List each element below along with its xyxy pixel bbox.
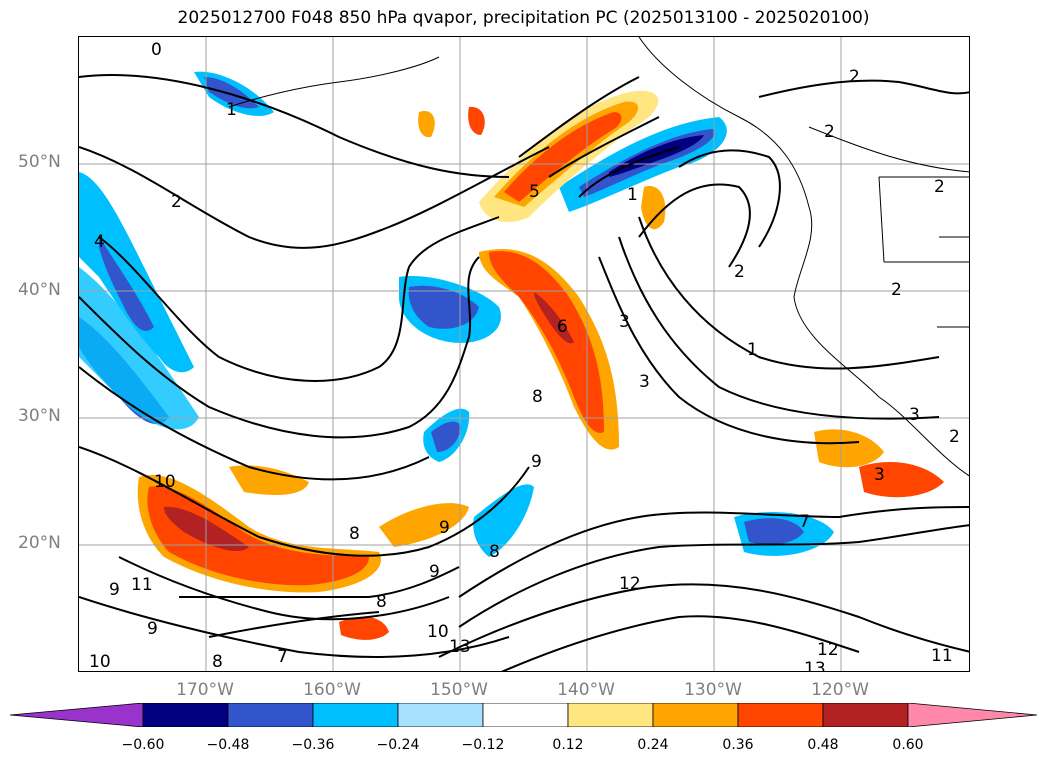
lat-label-40n: 40°N xyxy=(18,280,61,300)
contour-label: 9 xyxy=(439,518,450,538)
lat-label-50n: 50°N xyxy=(18,152,61,172)
colorbar-tick-label: 0.24 xyxy=(637,737,669,753)
lat-label-20n: 20°N xyxy=(18,533,61,553)
orange-region-east xyxy=(814,429,884,468)
precipitation-shading xyxy=(79,71,944,640)
colorbar-extend-max xyxy=(907,703,1038,727)
colorbar-segment xyxy=(482,703,569,727)
contour-label: 2 xyxy=(824,122,835,142)
contour-label: 0 xyxy=(151,40,162,60)
contour-label: 3 xyxy=(619,312,630,332)
contour-label: 11 xyxy=(131,575,153,595)
blue-region-mid2-dark xyxy=(431,421,461,452)
contour-label: 11 xyxy=(931,646,953,666)
qvapor-contours xyxy=(79,74,969,671)
contour-label: 1 xyxy=(627,185,638,205)
orange-region-ne-small xyxy=(641,186,666,230)
contour-label: 2 xyxy=(891,280,902,300)
colorbar-segment xyxy=(822,703,909,727)
contour-label: 1 xyxy=(226,100,237,120)
map-title: 2025012700 F048 850 hPa qvapor, precipit… xyxy=(177,8,870,28)
contour-label: 9 xyxy=(429,562,440,582)
colorbar-segment xyxy=(397,703,484,727)
contour-label: 10 xyxy=(154,472,176,492)
contour-label: 13 xyxy=(449,637,471,657)
colorbar-tick-label: −0.12 xyxy=(461,737,505,753)
colorbar-extend-min xyxy=(10,703,144,727)
colorbar-segment xyxy=(227,703,314,727)
lon-label-170w: 170°W xyxy=(176,680,234,700)
contour-label: 8 xyxy=(212,652,223,672)
blue-region-northeast-core xyxy=(609,135,704,177)
colorbar-tick-label: 0.12 xyxy=(552,737,584,753)
contour-label: 12 xyxy=(619,574,641,594)
colorbar-tick-label: −0.36 xyxy=(291,737,335,753)
orange-region-small-2 xyxy=(379,503,469,547)
colorbar-segment xyxy=(652,703,739,727)
blue-region-west-light xyxy=(79,267,199,430)
contour-label: 3 xyxy=(639,372,650,392)
contour-label: 3 xyxy=(874,465,885,485)
contour-label: 3 xyxy=(909,405,920,425)
contour-label: 5 xyxy=(529,182,540,202)
contour-label: 9 xyxy=(109,580,120,600)
colorbar xyxy=(10,703,1038,727)
colorbar-tick-label: −0.24 xyxy=(376,737,420,753)
contour-label: 2 xyxy=(734,262,745,282)
contour-label: 2 xyxy=(171,192,182,212)
orange-region-left-top2 xyxy=(468,106,485,135)
contour-label: 9 xyxy=(147,619,158,639)
contour-label: 10 xyxy=(427,622,449,642)
contour-label: 8 xyxy=(532,387,543,407)
orange-region-south xyxy=(339,616,389,640)
map-panel: 0 1 2 2 4 5 6 1 2 2 2 2 3 1 3 8 9 10 11 … xyxy=(78,36,970,672)
colorbar-tick-label: 0.36 xyxy=(722,737,754,753)
lon-label-160w: 160°W xyxy=(303,680,361,700)
blue-region-central-dark xyxy=(408,285,479,329)
contour-label: 6 xyxy=(557,317,568,337)
colorbar-tick-label: −0.48 xyxy=(206,737,250,753)
contour-label: 7 xyxy=(277,647,288,667)
red-region-central-red xyxy=(489,251,604,433)
lat-label-30n: 30°N xyxy=(18,406,61,426)
colorbar-segment xyxy=(737,703,824,727)
lon-label-120w: 120°W xyxy=(811,680,869,700)
contour-label: 10 xyxy=(89,652,111,672)
red-region-southwest-red xyxy=(147,486,369,586)
contour-label: 8 xyxy=(376,592,387,612)
contour-label: 2 xyxy=(849,67,860,87)
contour-label: 8 xyxy=(489,542,500,562)
contour-label: 12 xyxy=(817,640,839,660)
contour-labels: 0 1 2 2 4 5 6 1 2 2 2 2 3 1 3 8 9 10 11 … xyxy=(89,40,960,672)
orange-region-small-1 xyxy=(229,465,309,495)
contour-label: 9 xyxy=(531,452,542,472)
colorbar-segment xyxy=(567,703,654,727)
lon-label-130w: 130°W xyxy=(684,680,742,700)
coastlines xyxy=(228,37,969,477)
lon-label-150w: 150°W xyxy=(430,680,488,700)
blue-region-south-mid xyxy=(473,484,534,557)
contour-label: 13 xyxy=(804,659,826,672)
colorbar-segment xyxy=(312,703,399,727)
colorbar-tick-label: 0.48 xyxy=(807,737,839,753)
colorbar-segment xyxy=(142,703,229,727)
red-region-north-red xyxy=(504,112,622,202)
lon-label-140w: 140°W xyxy=(557,680,615,700)
blue-region-west-strip xyxy=(99,237,154,331)
orange-region-east2 xyxy=(859,462,944,498)
contour-label: 8 xyxy=(349,524,360,544)
contour-label: 1 xyxy=(747,340,758,360)
graticule xyxy=(79,37,969,671)
colorbar-tick-label: −0.60 xyxy=(121,737,165,753)
red-region-central-dark xyxy=(534,292,574,344)
contour-label: 7 xyxy=(799,512,810,532)
colorbar-tick-label: 0.60 xyxy=(892,737,924,753)
blue-region-aleutian-dark xyxy=(204,77,259,109)
contour-label: 2 xyxy=(949,427,960,447)
orange-region-left-top xyxy=(418,111,435,138)
contour-label: 2 xyxy=(934,177,945,197)
blue-region-southeast-dark xyxy=(744,518,804,545)
contour-label: 4 xyxy=(94,232,105,252)
map-svg: 0 1 2 2 4 5 6 1 2 2 2 2 3 1 3 8 9 10 11 … xyxy=(79,37,969,672)
